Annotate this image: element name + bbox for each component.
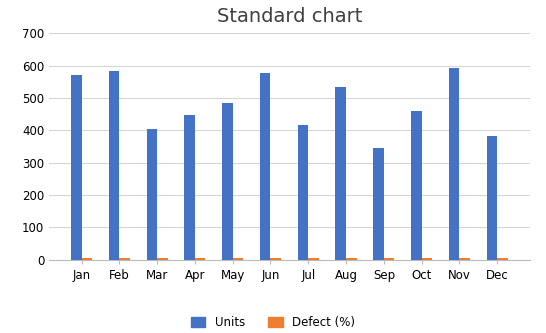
Bar: [449, 68, 459, 260]
Bar: [308, 258, 319, 260]
Bar: [260, 73, 270, 260]
Bar: [109, 71, 120, 260]
Bar: [195, 258, 205, 260]
Bar: [411, 111, 422, 260]
Bar: [71, 75, 81, 260]
Bar: [335, 87, 346, 260]
Bar: [459, 258, 470, 260]
Bar: [486, 137, 497, 260]
Bar: [422, 258, 432, 260]
Bar: [233, 258, 244, 260]
Bar: [120, 258, 130, 260]
Bar: [270, 258, 281, 260]
Bar: [346, 258, 357, 260]
Bar: [222, 103, 233, 260]
Bar: [185, 115, 195, 260]
Bar: [81, 258, 92, 260]
Bar: [157, 258, 168, 260]
Title: Standard chart: Standard chart: [217, 7, 362, 26]
Bar: [373, 148, 384, 260]
Bar: [497, 258, 508, 260]
Bar: [384, 258, 394, 260]
Legend: Units, Defect (%): Units, Defect (%): [186, 311, 360, 333]
Bar: [298, 125, 308, 260]
Bar: [146, 130, 157, 260]
